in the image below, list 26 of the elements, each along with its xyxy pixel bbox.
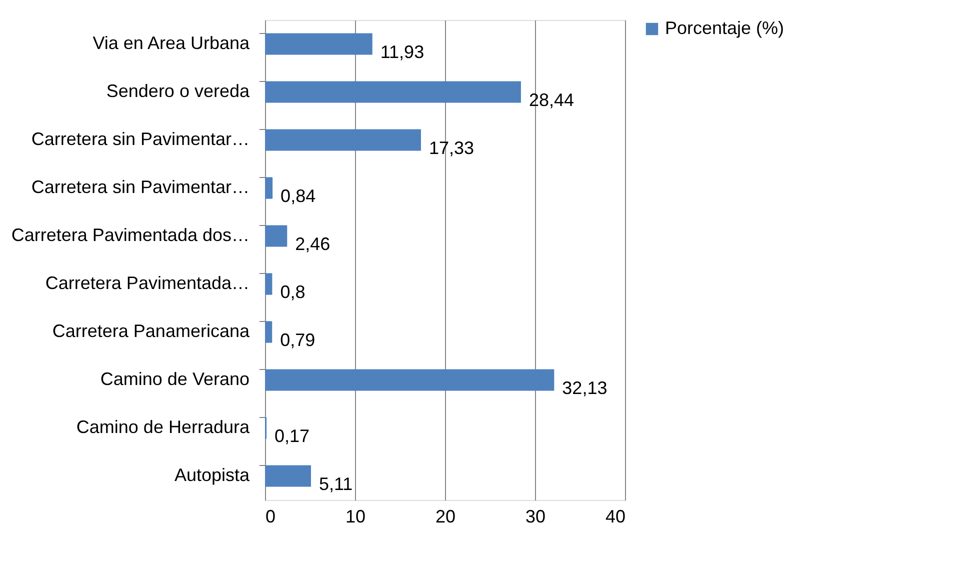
x-tick-label: 40 (605, 506, 626, 526)
y-tick-label: Sendero o vereda (106, 81, 250, 101)
y-tick-label: Carretera Pavimentada dos… (11, 225, 250, 245)
data-label: 5,11 (318, 474, 353, 494)
y-tick-label: Carretera Panamericana (52, 321, 250, 341)
y-tick-label: Camino de Verano (100, 369, 250, 389)
x-tick-label: 10 (345, 506, 366, 526)
data-label: 2,46 (295, 234, 330, 254)
y-tick-label: Carretera Pavimentada… (45, 273, 250, 293)
data-label: 0,8 (280, 282, 306, 302)
x-tick-label: 30 (525, 506, 546, 526)
data-label: 17,33 (428, 138, 474, 158)
y-tick-label: Carretera sin Pavimentar… (31, 129, 250, 149)
y-tick-label: Autopista (174, 465, 250, 485)
x-tick-label: 0 (266, 506, 276, 526)
data-label: 0,79 (280, 330, 316, 350)
y-tick-label: Via en Area Urbana (92, 33, 250, 53)
x-tick-label: 20 (435, 506, 456, 526)
y-tick-label: Camino de Herradura (76, 417, 250, 437)
data-label: 0,84 (280, 186, 316, 206)
data-label: 28,44 (528, 90, 574, 110)
data-label: 0,17 (274, 426, 310, 446)
y-tick-label: Carretera sin Pavimentar… (31, 177, 250, 197)
data-label: 11,93 (380, 42, 424, 62)
legend-label: Porcentaje (%) (665, 18, 784, 38)
data-label: 32,13 (562, 378, 608, 398)
